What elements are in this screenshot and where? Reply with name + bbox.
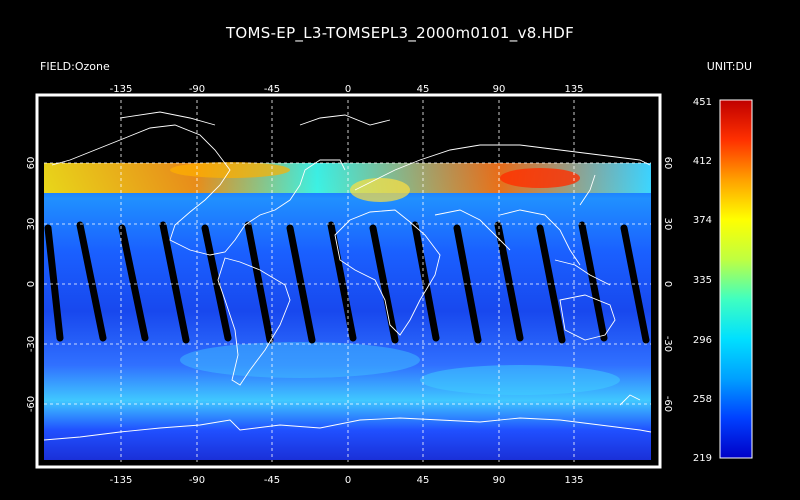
- lon-tick-top: 135: [564, 84, 583, 95]
- lon-ticks-bottom: -135 -90 -45 0 45 90 135: [110, 475, 584, 486]
- unit-label: UNIT:DU: [706, 60, 752, 73]
- lon-tick-top: -135: [110, 84, 133, 95]
- lat-tick-left: 60: [26, 157, 37, 170]
- lat-ticks-left: 60 30 0 -30 -60: [26, 157, 37, 413]
- lat-tick-left: 0: [26, 281, 37, 287]
- lon-tick-bottom: 90: [493, 475, 506, 486]
- lat-tick-right: 30: [662, 218, 673, 231]
- lat-tick-left: 30: [26, 218, 37, 231]
- colorbar-tick: 374: [693, 215, 712, 226]
- lat-tick-left: -60: [26, 396, 37, 412]
- lon-tick-top: -90: [189, 84, 205, 95]
- lon-tick-top: 45: [417, 84, 430, 95]
- colorbar-tick: 219: [693, 453, 712, 464]
- lat-tick-right: 0: [662, 281, 673, 287]
- colorbar-ticks: 451 412 374 335 296 258 219: [693, 97, 712, 464]
- lon-tick-top: 90: [493, 84, 506, 95]
- lon-tick-bottom: 45: [417, 475, 430, 486]
- colorbar-tick: 412: [693, 156, 712, 167]
- lon-tick-bottom: -90: [189, 475, 205, 486]
- lon-ticks-top: -135 -90 -45 0 45 90 135: [110, 84, 584, 95]
- orbit-gaps: [44, 221, 650, 344]
- map-title: TOMS-EP_L3-TOMSEPL3_2000m0101_v8.HDF: [225, 24, 575, 42]
- lat-ticks-right: 60 30 0 -30 -60: [662, 157, 673, 413]
- lat-tick-right: 60: [662, 157, 673, 170]
- lon-tick-bottom: -135: [110, 475, 133, 486]
- coastlines: [43, 111, 652, 441]
- colorbar-tick: 451: [693, 97, 712, 108]
- lon-tick-top: 0: [345, 84, 351, 95]
- lon-tick-bottom: -45: [264, 475, 280, 486]
- colorbar-tick: 258: [693, 394, 712, 405]
- colorbar-tick: 335: [693, 275, 712, 286]
- lat-tick-right: -60: [662, 396, 673, 412]
- lon-tick-bottom: 135: [564, 475, 583, 486]
- lat-tick-right: -30: [662, 336, 673, 352]
- lat-tick-left: -30: [26, 336, 37, 352]
- graticule: [44, 100, 651, 462]
- map-frame: [35, 93, 662, 469]
- colorbar: [719, 99, 753, 459]
- colorbar-tick: 296: [693, 335, 712, 346]
- lon-tick-top: -45: [264, 84, 280, 95]
- field-label: FIELD:Ozone: [40, 60, 110, 73]
- lon-tick-bottom: 0: [345, 475, 351, 486]
